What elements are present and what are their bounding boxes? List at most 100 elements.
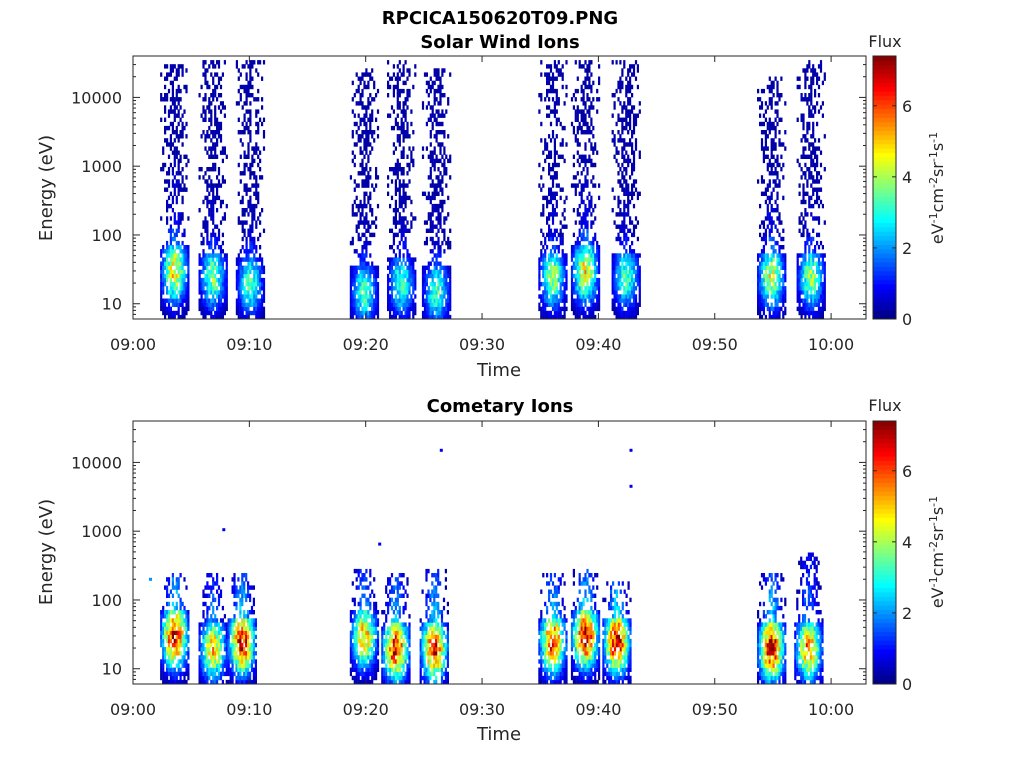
heatmap-cell xyxy=(371,220,374,225)
heatmap-cell xyxy=(546,146,549,151)
heatmap-cell xyxy=(823,72,826,77)
heatmap-cell xyxy=(412,298,415,303)
heatmap-cell xyxy=(629,64,632,69)
heatmap-cell xyxy=(173,261,176,266)
heatmap-cell xyxy=(449,72,452,77)
heatmap-cell xyxy=(355,72,358,77)
heatmap-cell xyxy=(808,195,811,201)
heatmap-cell xyxy=(806,212,809,217)
heatmap-cell xyxy=(245,88,248,94)
heatmap-cell xyxy=(631,195,634,201)
heatmap-cell xyxy=(563,224,566,229)
heatmap-cell xyxy=(588,64,591,69)
heatmap-cell xyxy=(369,203,372,209)
heatmap-cell xyxy=(212,167,215,172)
heatmap-cell xyxy=(544,72,547,77)
heatmap-cell xyxy=(759,282,762,287)
colorbar-segment xyxy=(873,117,896,123)
heatmap-cell xyxy=(760,179,764,184)
heatmap-cell xyxy=(363,269,366,275)
heatmap-cell xyxy=(166,64,169,69)
heatmap-cell xyxy=(631,240,634,246)
heatmap-cell xyxy=(406,134,409,139)
panel-title: Cometary Ions xyxy=(427,396,574,417)
heatmap-cell xyxy=(169,294,172,299)
heatmap-cell xyxy=(762,261,765,266)
heatmap-cell xyxy=(447,314,450,320)
heatmap-cell xyxy=(400,216,403,221)
heatmap-cell xyxy=(365,183,368,188)
heatmap-cell xyxy=(623,142,626,147)
heatmap-cell xyxy=(387,265,390,270)
heatmap-cell xyxy=(359,294,362,299)
heatmap-cell xyxy=(542,302,545,307)
heatmap-cell xyxy=(219,257,223,262)
heatmap-cell xyxy=(572,261,575,266)
heatmap-cell xyxy=(553,88,556,94)
heatmap-cell xyxy=(363,179,366,184)
colorbar-segment xyxy=(873,95,896,101)
heatmap-cell xyxy=(404,109,407,114)
heatmap-cell xyxy=(629,306,632,312)
heatmap-cell xyxy=(437,158,440,164)
heatmap-cell xyxy=(171,171,174,176)
heatmap-cell xyxy=(817,146,821,151)
heatmap-cell xyxy=(768,162,771,168)
heatmap-cell xyxy=(375,269,378,275)
heatmap-cell xyxy=(187,265,190,270)
heatmap-cell xyxy=(800,290,803,295)
heatmap-cell xyxy=(181,277,184,283)
heatmap-cell xyxy=(219,109,223,114)
heatmap-cell xyxy=(623,298,626,303)
heatmap-cell xyxy=(247,130,250,135)
heatmap-cell xyxy=(214,84,217,90)
heatmap-cell xyxy=(353,154,356,159)
heatmap-cell xyxy=(166,286,169,291)
heatmap-cell xyxy=(167,249,171,254)
heatmap-cell xyxy=(160,249,163,254)
heatmap-cell xyxy=(764,232,767,238)
heatmap-cell xyxy=(247,146,250,151)
heatmap-cell xyxy=(617,224,620,229)
heatmap-cell xyxy=(363,306,366,312)
heatmap-cell xyxy=(782,314,785,320)
heatmap-cell xyxy=(636,257,639,262)
heatmap-cell xyxy=(359,162,362,168)
heatmap-cell xyxy=(810,310,813,316)
heatmap-cell xyxy=(596,253,599,258)
heatmap-cell xyxy=(553,282,556,287)
heatmap-cell xyxy=(429,117,432,122)
heatmap-cell xyxy=(557,101,560,106)
heatmap-cell xyxy=(582,130,585,135)
heatmap-cell xyxy=(351,208,354,213)
heatmap-cell xyxy=(812,286,815,291)
heatmap-cell xyxy=(819,199,823,205)
heatmap-cell xyxy=(802,199,805,205)
heatmap-cell xyxy=(796,282,799,287)
heatmap-cell xyxy=(371,261,374,266)
heatmap-cell xyxy=(361,253,364,258)
heatmap-cell xyxy=(237,302,240,307)
heatmap-cell xyxy=(632,265,636,270)
colorbar-segment xyxy=(873,143,896,149)
heatmap-cell xyxy=(798,286,801,291)
heatmap-cell xyxy=(185,261,188,266)
heatmap-cell xyxy=(447,245,450,250)
heatmap-cell xyxy=(261,306,264,312)
heatmap-cell xyxy=(181,134,184,139)
heatmap-cell xyxy=(160,72,163,77)
heatmap-cell xyxy=(404,228,407,233)
heatmap-cell xyxy=(759,310,762,316)
heatmap-cell xyxy=(433,134,436,139)
heatmap-cell xyxy=(164,64,167,69)
heatmap-cell xyxy=(359,290,362,295)
heatmap-cell xyxy=(210,212,213,217)
heatmap-cell xyxy=(629,298,632,303)
heatmap-cell xyxy=(355,310,358,316)
heatmap-cell xyxy=(355,142,358,147)
heatmap-cell xyxy=(257,277,260,283)
heatmap-cell xyxy=(757,286,760,291)
heatmap-cell xyxy=(621,310,624,316)
heatmap-cell xyxy=(590,314,593,320)
heatmap-cell xyxy=(398,294,401,299)
